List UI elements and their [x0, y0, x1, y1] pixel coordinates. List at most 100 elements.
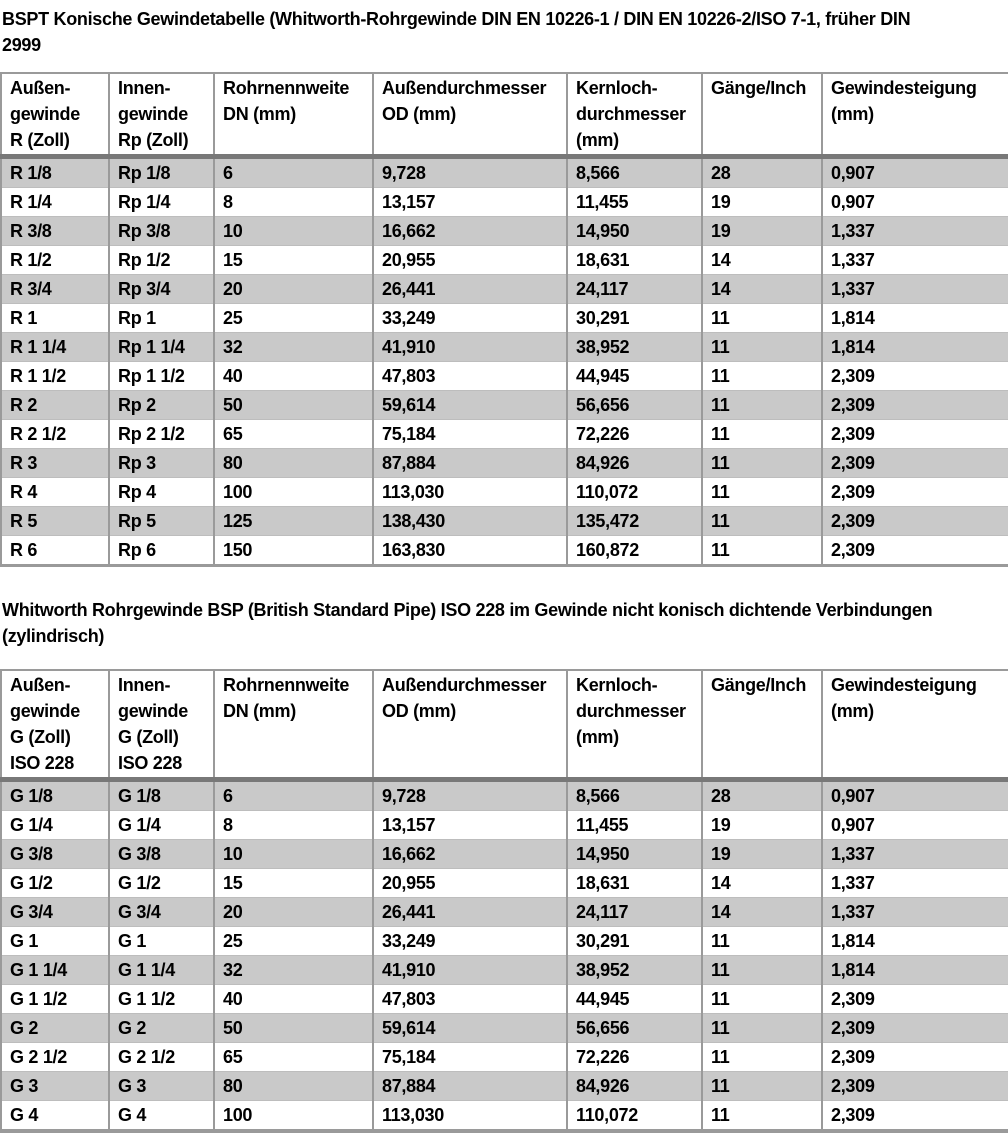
cell: G 2 [0, 1013, 109, 1043]
cell: 87,884 [372, 448, 567, 478]
cell: 25 [213, 926, 373, 956]
cell: 100 [213, 477, 373, 507]
cell: 14,950 [566, 216, 702, 246]
column-header: Rohrnennweite DN (mm) [213, 670, 373, 782]
cell: 11 [701, 448, 822, 478]
cell: Rp 5 [108, 506, 214, 536]
bspt-conical-thread-table: Außen- gewinde R (Zoll) Innen- gewinde Rp… [0, 72, 1008, 567]
cell: 9,728 [372, 779, 567, 811]
column-header: Gänge/Inch [701, 73, 822, 159]
cell: Rp 6 [108, 535, 214, 566]
cell: R 1/4 [0, 187, 109, 217]
column-header: Kernloch- durchmesser (mm) [566, 670, 702, 782]
cell: 16,662 [372, 216, 567, 246]
cell: R 3/4 [0, 274, 109, 304]
cell: 41,910 [372, 955, 567, 985]
cell: G 3 [108, 1071, 214, 1101]
cell: Rp 2 [108, 390, 214, 420]
cell: 40 [213, 361, 373, 391]
cell: 80 [213, 448, 373, 478]
cell: 11 [701, 535, 822, 566]
cell: 14,950 [566, 839, 702, 869]
cell: 1,814 [821, 332, 1008, 362]
cell: Rp 4 [108, 477, 214, 507]
cell: 80 [213, 1071, 373, 1101]
cell: G 2 1/2 [0, 1042, 109, 1072]
cell: 2,309 [821, 984, 1008, 1014]
cell: 8 [213, 187, 373, 217]
cell: 0,907 [821, 187, 1008, 217]
cell: G 1 1/2 [108, 984, 214, 1014]
cell: 47,803 [372, 361, 567, 391]
table-row: R 3 Rp 3 80 87,884 84,926 11 2,309 [0, 448, 1008, 478]
page: { "colors": { "row_alt": "#c9c9c9", "gri… [0, 6, 1008, 1139]
cell: R 6 [0, 535, 109, 566]
cell: G 3 [0, 1071, 109, 1101]
cell: Rp 3/4 [108, 274, 214, 304]
cell: 18,631 [566, 868, 702, 898]
cell: R 3/8 [0, 216, 109, 246]
cell: 13,157 [372, 810, 567, 840]
cell: 72,226 [566, 1042, 702, 1072]
column-header: Gewindesteigung (mm) [821, 73, 1008, 159]
cell: 1,337 [821, 897, 1008, 927]
cell: G 3/8 [108, 839, 214, 869]
table-row: R 2 1/2 Rp 2 1/2 65 75,184 72,226 11 2,309 [0, 419, 1008, 449]
cell: 56,656 [566, 390, 702, 420]
cell: 6 [213, 156, 373, 188]
cell: 2,309 [821, 361, 1008, 391]
cell: G 3/4 [0, 897, 109, 927]
cell: 18,631 [566, 245, 702, 275]
table-row: R 4 Rp 4 100 113,030 110,072 11 2,309 [0, 477, 1008, 507]
column-header: Rohrnennweite DN (mm) [213, 73, 373, 159]
cell: 87,884 [372, 1071, 567, 1101]
cell: G 1/4 [0, 810, 109, 840]
cell: 113,030 [372, 1100, 567, 1132]
cell: G 4 [108, 1100, 214, 1132]
cell: 15 [213, 245, 373, 275]
cell: 26,441 [372, 274, 567, 304]
cell: 0,907 [821, 156, 1008, 188]
cell: G 1 [108, 926, 214, 956]
cell: Rp 1 [108, 303, 214, 333]
cell: R 2 [0, 390, 109, 420]
cell: G 1/8 [0, 779, 109, 811]
table-row: G 1 1/4 G 1 1/4 32 41,910 38,952 11 1,814 [0, 955, 1008, 985]
cell: 59,614 [372, 1013, 567, 1043]
cell: 20,955 [372, 245, 567, 275]
cell: 11 [701, 1100, 822, 1132]
cell: Rp 1/2 [108, 245, 214, 275]
cell: Rp 1/8 [108, 156, 214, 188]
cell: G 1/8 [108, 779, 214, 811]
cell: 14 [701, 897, 822, 927]
cell: 8 [213, 810, 373, 840]
cell: G 1 [0, 926, 109, 956]
table-row: R 1 1/4 Rp 1 1/4 32 41,910 38,952 11 1,814 [0, 332, 1008, 362]
cell: 6 [213, 779, 373, 811]
cell: 19 [701, 810, 822, 840]
cell: 75,184 [372, 419, 567, 449]
cell: 84,926 [566, 1071, 702, 1101]
cell: G 2 1/2 [108, 1042, 214, 1072]
column-header: Außendurchmesser OD (mm) [372, 670, 567, 782]
cell: 30,291 [566, 303, 702, 333]
column-header: Gewindesteigung (mm) [821, 670, 1008, 782]
cell: 38,952 [566, 332, 702, 362]
header-row: Außen- gewinde R (Zoll) Innen- gewinde Rp… [0, 73, 1008, 159]
cell: Rp 1 1/2 [108, 361, 214, 391]
table-row: G 3/4 G 3/4 20 26,441 24,117 14 1,337 [0, 897, 1008, 927]
cell: 41,910 [372, 332, 567, 362]
cell: 20,955 [372, 868, 567, 898]
cell: R 1 1/2 [0, 361, 109, 391]
cell: G 1 1/4 [108, 955, 214, 985]
table-row: R 6 Rp 6 150 163,830 160,872 11 2,309 [0, 535, 1008, 566]
cell: 25 [213, 303, 373, 333]
cell: 125 [213, 506, 373, 536]
table-row: R 1/4 Rp 1/4 8 13,157 11,455 19 0,907 [0, 187, 1008, 217]
cell: 110,072 [566, 1100, 702, 1132]
cell: G 3/8 [0, 839, 109, 869]
cell: 11 [701, 955, 822, 985]
cell: 20 [213, 274, 373, 304]
